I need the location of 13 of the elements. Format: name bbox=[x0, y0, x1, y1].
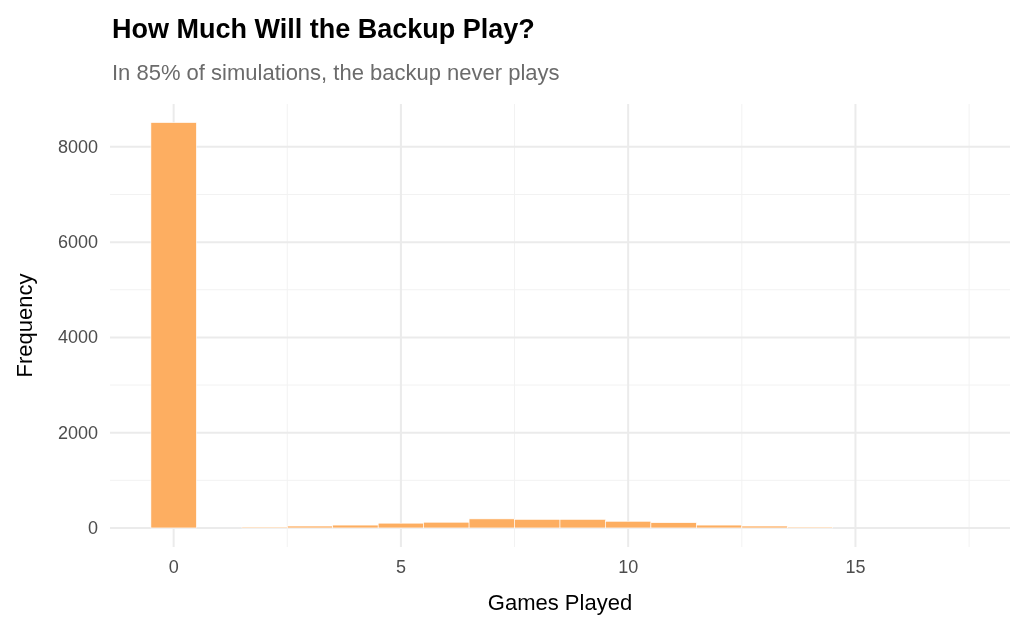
y-tick-label: 6000 bbox=[57, 232, 98, 253]
x-tick-label: 10 bbox=[618, 557, 639, 577]
chart-title: How Much Will the Backup Play? bbox=[112, 14, 535, 44]
y-tick-label: 4000 bbox=[57, 327, 98, 348]
y-tick-label: 8000 bbox=[57, 136, 98, 157]
y-tick-label: 2000 bbox=[57, 422, 98, 443]
y-tick-label: 0 bbox=[87, 517, 98, 538]
y-axis-title: Frequency bbox=[12, 273, 37, 378]
x-tick-label: 15 bbox=[845, 557, 866, 577]
chart-subtitle: In 85% of simulations, the backup never plays bbox=[112, 60, 560, 85]
x-tick-label: 0 bbox=[168, 557, 179, 577]
x-axis-title: Games Played bbox=[487, 590, 633, 615]
x-tick-label: 5 bbox=[395, 557, 406, 577]
